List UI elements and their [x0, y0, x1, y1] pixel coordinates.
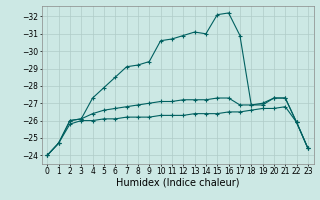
X-axis label: Humidex (Indice chaleur): Humidex (Indice chaleur): [116, 178, 239, 188]
